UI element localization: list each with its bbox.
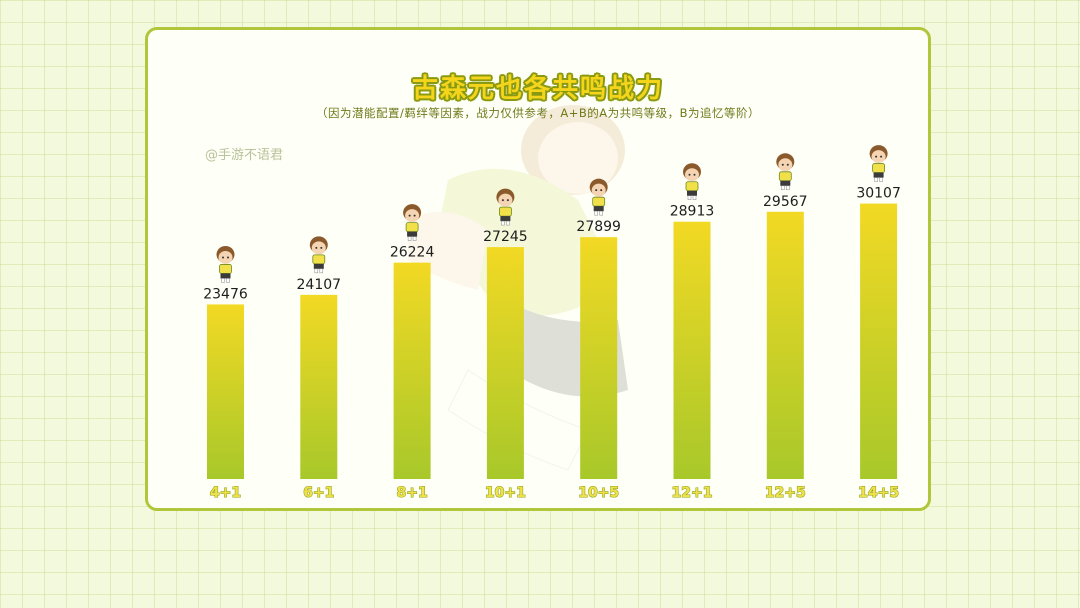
watermark: @手游不语君 [205, 148, 284, 163]
bar [207, 304, 244, 479]
chibi-character-icon [776, 153, 795, 191]
bar [486, 247, 524, 479]
category-label: 6+1 [303, 485, 334, 501]
chart-title: 古森元也各共鸣战力 [411, 74, 664, 104]
chart-card: 古森元也各共鸣战力 （因为潜能配置/羁绊等因素，战力仅供参考，A+B的A为共鸣等… [145, 27, 931, 511]
category-label: 8+1 [396, 485, 427, 501]
bar-value-label: 28913 [670, 204, 715, 220]
bar-value-label: 23476 [203, 286, 248, 302]
chibi-character-icon [683, 163, 701, 200]
category-label: 10+5 [578, 485, 619, 501]
chibi-character-icon [309, 236, 328, 274]
bar [580, 237, 618, 479]
bar-value-label: 26224 [390, 245, 435, 261]
bar [300, 294, 338, 479]
category-label: 4+1 [210, 485, 241, 501]
category-label: 12+1 [672, 485, 713, 501]
bar-value-label: 24107 [297, 277, 342, 293]
bar [860, 203, 898, 479]
bar-chart: 23476 4+1 24107 6+1 26224 8+1 27245 10+1 27899 10… [203, 145, 901, 502]
category-label: 12+5 [765, 485, 806, 501]
bar-value-label: 30107 [856, 186, 901, 202]
category-label: 10+1 [485, 485, 526, 501]
bar [766, 211, 804, 479]
bar [673, 221, 711, 479]
bar-value-label: 27245 [483, 229, 528, 245]
category-label: 14+5 [858, 485, 899, 501]
bar [393, 262, 431, 479]
chibi-character-icon [216, 245, 235, 283]
chibi-character-icon [869, 145, 888, 182]
chibi-character-icon [496, 188, 515, 226]
chibi-character-icon [589, 178, 608, 216]
bar-value-label: 27899 [576, 219, 621, 235]
chart-subtitle: （因为潜能配置/羁绊等因素，战力仅供参考，A+B的A为共鸣等级，B为追忆等阶） [315, 106, 761, 120]
chibi-character-icon [403, 204, 422, 241]
bars-layer: 23476 4+1 24107 6+1 26224 8+1 27245 10+1 27899 10… [203, 145, 901, 502]
bar-value-label: 29567 [763, 194, 808, 210]
